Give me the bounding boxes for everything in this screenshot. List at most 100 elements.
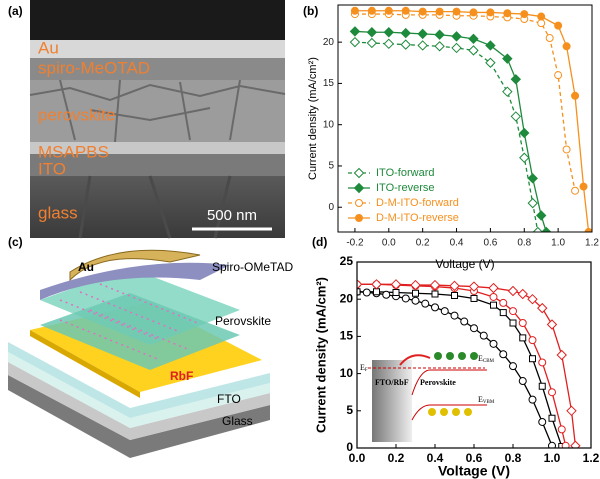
marker bbox=[366, 37, 378, 49]
marker bbox=[434, 41, 445, 52]
x-tick-label: 0.8 bbox=[505, 451, 522, 465]
band-diagram bbox=[368, 352, 487, 442]
marker bbox=[538, 417, 547, 426]
marker bbox=[357, 279, 363, 290]
x-tick-label: 1.2 bbox=[583, 451, 600, 465]
x-tick-label: -0.2 bbox=[346, 238, 364, 249]
marker bbox=[489, 339, 498, 348]
x-tick-label: 0.2 bbox=[388, 451, 405, 465]
marker bbox=[571, 91, 580, 100]
marker bbox=[557, 425, 566, 434]
inset-label-sub: VBM bbox=[483, 400, 495, 405]
marker bbox=[548, 388, 556, 397]
marker bbox=[535, 210, 547, 221]
marker bbox=[509, 319, 517, 327]
inset-label: Perovskite bbox=[420, 378, 456, 387]
layer-label: spiro-MeOTAD bbox=[38, 58, 150, 77]
marker bbox=[383, 38, 395, 50]
legend-marker bbox=[355, 199, 363, 207]
inset-label-base: E bbox=[478, 395, 483, 404]
marker bbox=[451, 42, 462, 54]
marker bbox=[520, 10, 529, 19]
marker bbox=[579, 182, 588, 191]
marker bbox=[499, 350, 508, 359]
inset-label: ECBM bbox=[478, 354, 495, 364]
marker bbox=[383, 27, 395, 38]
marker bbox=[566, 405, 577, 417]
layer-label: Glass bbox=[222, 414, 253, 428]
marker bbox=[470, 324, 478, 333]
marker bbox=[470, 294, 478, 302]
marker bbox=[503, 9, 512, 18]
x-tick-label: 1.2 bbox=[585, 238, 599, 249]
marker bbox=[529, 355, 536, 363]
series-line bbox=[357, 283, 577, 446]
marker bbox=[451, 291, 458, 299]
marker bbox=[435, 7, 444, 16]
layer-label: FTO bbox=[217, 392, 241, 406]
marker bbox=[411, 296, 420, 305]
layer-label: Au bbox=[38, 38, 59, 57]
marker bbox=[562, 42, 571, 51]
x-tick-label: 1.0 bbox=[544, 451, 561, 465]
marker bbox=[509, 362, 517, 371]
marker bbox=[546, 319, 558, 330]
y-tick-label: 0 bbox=[328, 202, 334, 213]
inset-label: EVBM bbox=[478, 395, 495, 405]
marker bbox=[371, 279, 382, 290]
marker bbox=[561, 441, 570, 448]
marker bbox=[431, 303, 439, 312]
inset-label: EF bbox=[360, 363, 368, 373]
marker bbox=[538, 382, 546, 390]
marker bbox=[510, 111, 522, 122]
x-axis-label: Voltage (V) bbox=[435, 257, 494, 271]
x-tick-label: 0.4 bbox=[450, 238, 464, 249]
x-tick-label: 0.8 bbox=[517, 238, 531, 249]
marker bbox=[556, 349, 567, 361]
marker bbox=[507, 285, 519, 297]
marker bbox=[509, 307, 517, 316]
x-tick-label: 0.2 bbox=[416, 238, 430, 249]
marker bbox=[528, 336, 537, 345]
sem-image bbox=[29, 0, 286, 239]
marker bbox=[510, 74, 522, 85]
inset-label-base: E bbox=[360, 363, 365, 372]
legend-marker bbox=[353, 182, 365, 194]
marker bbox=[570, 440, 581, 448]
marker bbox=[486, 8, 495, 17]
marker bbox=[499, 298, 508, 307]
marker bbox=[449, 280, 460, 292]
marker bbox=[537, 12, 546, 21]
marker bbox=[468, 45, 479, 56]
marker bbox=[528, 395, 537, 404]
marker bbox=[537, 19, 546, 28]
marker bbox=[554, 71, 563, 80]
x-tick-label: 0.4 bbox=[427, 451, 444, 465]
legend-marker bbox=[353, 167, 365, 179]
marker bbox=[532, 226, 544, 232]
marker bbox=[538, 358, 547, 367]
panel-label: (d) bbox=[312, 235, 327, 249]
device-schematic bbox=[8, 249, 270, 458]
marker bbox=[382, 290, 391, 299]
marker bbox=[431, 290, 439, 298]
marker bbox=[349, 26, 361, 37]
marker bbox=[527, 173, 538, 184]
layer-label: perovskite bbox=[38, 105, 115, 124]
marker bbox=[350, 6, 359, 15]
panel-label: (c) bbox=[8, 235, 23, 249]
marker bbox=[519, 152, 530, 163]
marker bbox=[548, 441, 556, 448]
marker bbox=[517, 288, 528, 300]
marker bbox=[373, 288, 380, 296]
x-tick-label: 0.0 bbox=[349, 451, 366, 465]
y-axis-label: Current density (mA/cm²) bbox=[307, 57, 319, 180]
panel-label: (a) bbox=[8, 4, 23, 18]
legend-marker bbox=[355, 214, 363, 222]
marker bbox=[450, 311, 459, 320]
marker bbox=[499, 309, 507, 317]
legend-label: D-M-ITO-reverse bbox=[376, 212, 459, 224]
marker bbox=[349, 36, 361, 48]
marker bbox=[390, 279, 402, 290]
marker bbox=[548, 414, 556, 422]
